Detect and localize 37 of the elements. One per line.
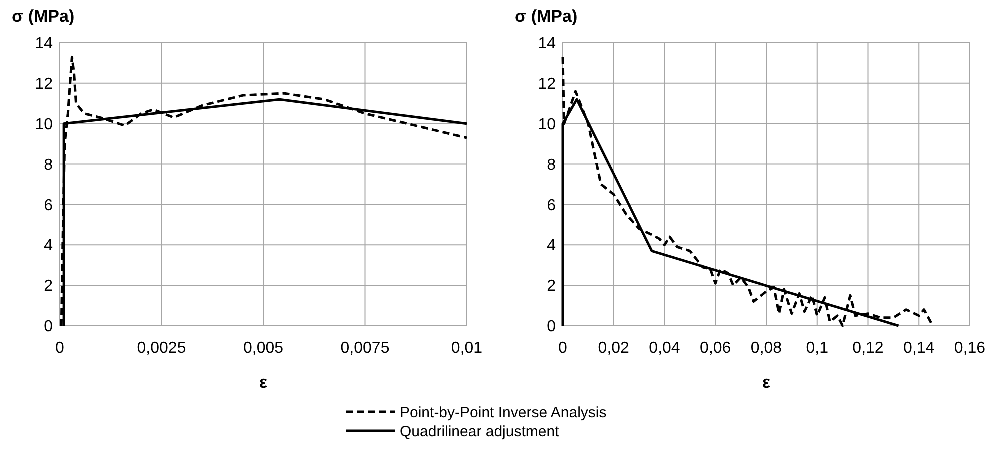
y-tick-label: 2 (547, 278, 556, 296)
legend-label: Point-by-Point Inverse Analysis (400, 404, 607, 422)
y-tick-label: 8 (44, 156, 54, 174)
y-tick-label: 4 (547, 238, 556, 255)
x-tick-label: 0,04 (649, 340, 680, 357)
y-tick-label: 10 (35, 116, 54, 134)
x-tick-label: 0,14 (904, 340, 935, 357)
line-series (562, 56, 934, 328)
y-axis-title: σ (MPa) (12, 7, 75, 26)
x-tick-label: 0 (56, 340, 65, 357)
x-tick-label: 0,12 (852, 340, 884, 357)
y-tick-label: 0 (547, 318, 556, 336)
x-tick-label: 0,06 (700, 340, 732, 357)
y-tick-label: 6 (44, 197, 54, 214)
x-tick-label: 0 (558, 340, 568, 357)
x-tick-label: 0,0025 (137, 340, 186, 357)
y-tick-label: 6 (547, 197, 556, 214)
legend-label: Quadrilinear adjustment (400, 423, 560, 440)
y-axis-title: σ (MPa) (515, 7, 578, 26)
y-tick-label: 12 (538, 76, 556, 94)
y-tick-label: 14 (35, 36, 54, 53)
x-tick-label: 0,1 (806, 340, 829, 357)
y-tick-label: 0 (44, 318, 54, 336)
x-tick-label: 0,02 (598, 340, 630, 357)
y-tick-label: 8 (547, 156, 556, 174)
x-axis-title: ε (259, 373, 268, 392)
y-tick-label: 2 (44, 278, 54, 296)
x-tick-label: 0,01 (451, 340, 483, 357)
y-tick-label: 12 (35, 76, 54, 94)
x-tick-label: 0,005 (243, 340, 284, 357)
x-tick-label: 0,16 (954, 340, 986, 357)
x-tick-label: 0,08 (750, 340, 782, 357)
x-axis-title: ε (762, 373, 771, 392)
y-tick-label: 10 (538, 116, 556, 134)
y-tick-label: 4 (44, 238, 54, 255)
x-tick-label: 0,0075 (340, 340, 390, 357)
y-tick-label: 14 (538, 36, 556, 53)
